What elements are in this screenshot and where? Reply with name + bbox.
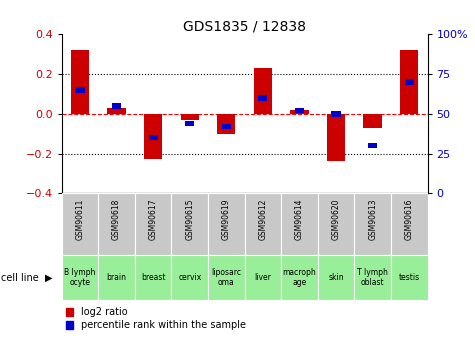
Bar	[368, 143, 377, 148]
Bar	[76, 87, 85, 93]
Bar	[391, 193, 428, 255]
Bar	[208, 193, 245, 255]
Text: GSM90611: GSM90611	[76, 198, 85, 239]
Bar	[171, 193, 208, 255]
Bar	[405, 79, 414, 85]
Bar	[258, 95, 267, 101]
Title: GDS1835 / 12838: GDS1835 / 12838	[183, 19, 306, 33]
Text: liposarc
oma: liposarc oma	[211, 268, 241, 287]
Bar	[391, 255, 428, 300]
Bar	[295, 108, 304, 114]
Bar	[185, 121, 194, 126]
Bar	[135, 255, 171, 300]
Bar	[62, 255, 98, 300]
Bar	[149, 135, 158, 140]
Text: brain: brain	[106, 273, 127, 282]
Bar	[217, 114, 236, 134]
Bar	[363, 114, 382, 128]
Text: GSM90613: GSM90613	[368, 198, 377, 240]
Bar	[318, 193, 354, 255]
Text: skin: skin	[328, 273, 344, 282]
Text: B lymph
ocyte: B lymph ocyte	[64, 268, 96, 287]
Text: liver: liver	[255, 273, 271, 282]
Bar	[245, 193, 281, 255]
Bar	[354, 255, 391, 300]
Bar	[98, 193, 135, 255]
Text: T lymph
oblast: T lymph oblast	[357, 268, 388, 287]
Legend: log2 ratio, percentile rank within the sample: log2 ratio, percentile rank within the s…	[62, 304, 250, 334]
Bar	[327, 114, 345, 161]
Bar	[98, 255, 135, 300]
Text: cell line  ▶: cell line ▶	[1, 273, 52, 283]
Text: testis: testis	[399, 273, 420, 282]
Bar	[62, 193, 98, 255]
Bar	[318, 255, 354, 300]
Bar	[281, 193, 318, 255]
Text: GSM90616: GSM90616	[405, 198, 414, 240]
Text: macroph
age: macroph age	[283, 268, 316, 287]
Bar	[144, 114, 162, 159]
Bar	[290, 110, 309, 114]
Bar	[112, 103, 121, 109]
Text: GSM90614: GSM90614	[295, 198, 304, 240]
Bar	[135, 193, 171, 255]
Text: GSM90620: GSM90620	[332, 198, 341, 240]
Bar	[354, 193, 391, 255]
Bar	[332, 111, 341, 117]
Text: GSM90619: GSM90619	[222, 198, 231, 240]
Bar	[254, 68, 272, 114]
Bar	[180, 114, 199, 120]
Bar	[71, 50, 89, 114]
Text: breast: breast	[141, 273, 165, 282]
Text: GSM90617: GSM90617	[149, 198, 158, 240]
Bar	[171, 255, 208, 300]
Bar	[400, 50, 418, 114]
Bar	[222, 124, 231, 129]
Bar	[245, 255, 281, 300]
Bar	[107, 108, 126, 114]
Text: GSM90615: GSM90615	[185, 198, 194, 240]
Text: GSM90612: GSM90612	[258, 198, 267, 239]
Bar	[208, 255, 245, 300]
Text: cervix: cervix	[178, 273, 201, 282]
Text: GSM90618: GSM90618	[112, 198, 121, 239]
Bar	[281, 255, 318, 300]
